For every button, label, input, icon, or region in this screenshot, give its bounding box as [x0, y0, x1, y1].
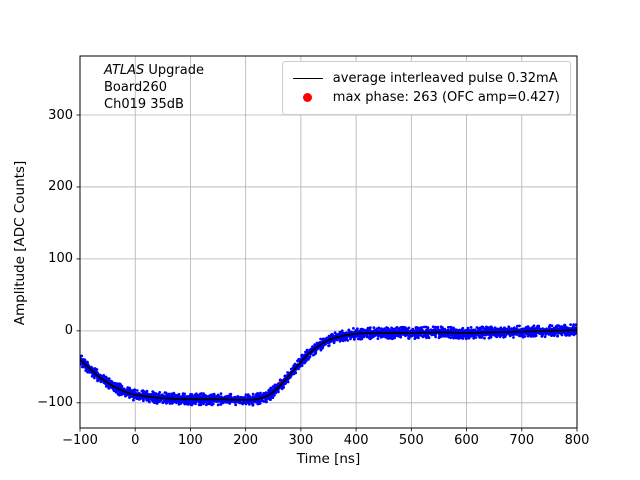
- annotation-line-2: Board260: [104, 80, 168, 95]
- legend: average interleaved pulse 0.32mA max pha…: [281, 61, 571, 115]
- legend-dot-handle: [291, 93, 325, 102]
- y-axis-label: Amplitude [ADC Counts]: [12, 160, 28, 326]
- x-tick-label: 400: [343, 433, 369, 448]
- legend-line-handle: [291, 78, 325, 79]
- x-tick-label: 200: [233, 433, 259, 448]
- x-tick-label: 300: [288, 433, 314, 448]
- annotation-line-1: ATLAS Upgrade: [104, 63, 204, 78]
- y-tick-label: 200: [48, 179, 73, 195]
- legend-label-average-pulse: average interleaved pulse 0.32mA: [332, 71, 558, 86]
- x-tick-label: 700: [509, 433, 535, 448]
- legend-entry-max-phase: max phase: 263 (OFC amp=0.427): [291, 89, 560, 106]
- line-swatch-icon: [292, 78, 323, 79]
- y-tick-label: −100: [37, 395, 73, 411]
- y-tick-label: 300: [48, 107, 73, 123]
- annotation-line-3: Ch019 35dB: [104, 97, 184, 112]
- x-tick-label: 0: [131, 433, 140, 448]
- y-tick-label: 0: [64, 323, 73, 339]
- average-line: [80, 329, 577, 401]
- x-tick-label: 800: [564, 433, 590, 448]
- plot-annotation: ATLAS Upgrade Board260 Ch019 35dB: [104, 62, 204, 113]
- x-tick-label: −100: [62, 433, 98, 448]
- x-tick-label: 100: [178, 433, 203, 448]
- legend-label-max-phase: max phase: 263 (OFC amp=0.427): [332, 90, 560, 105]
- x-axis-label: Time [ns]: [296, 451, 361, 467]
- legend-entry-average-pulse: average interleaved pulse 0.32mA: [291, 70, 560, 87]
- y-tick-label: 100: [48, 251, 73, 267]
- red-dot-icon: [303, 93, 313, 102]
- x-tick-label: 500: [398, 433, 424, 448]
- x-tick-label: 600: [454, 433, 479, 448]
